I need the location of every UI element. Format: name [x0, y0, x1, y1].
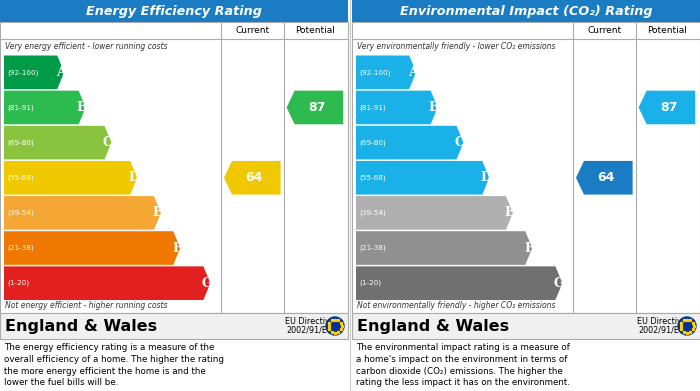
- Polygon shape: [356, 161, 489, 195]
- Polygon shape: [4, 126, 111, 160]
- Text: D: D: [480, 171, 491, 184]
- Text: (1-20): (1-20): [7, 280, 29, 287]
- Text: 87: 87: [308, 101, 326, 114]
- Text: F: F: [172, 242, 181, 255]
- Text: (92-100): (92-100): [359, 69, 391, 75]
- Text: D: D: [128, 171, 139, 184]
- Text: 87: 87: [660, 101, 678, 114]
- Text: Current: Current: [587, 26, 622, 35]
- Text: Potential: Potential: [647, 26, 687, 35]
- Text: England & Wales: England & Wales: [5, 319, 157, 334]
- Polygon shape: [4, 196, 161, 230]
- Text: (55-68): (55-68): [359, 174, 386, 181]
- Text: Not environmentally friendly - higher CO₂ emissions: Not environmentally friendly - higher CO…: [357, 301, 556, 310]
- Polygon shape: [286, 91, 343, 124]
- Text: Not energy efficient - higher running costs: Not energy efficient - higher running co…: [5, 301, 167, 310]
- Text: The environmental impact rating is a measure of
a home's impact on the environme: The environmental impact rating is a mea…: [356, 343, 570, 387]
- Text: EU Directive: EU Directive: [285, 317, 335, 326]
- Text: A: A: [408, 66, 418, 79]
- Text: E: E: [153, 206, 162, 219]
- Bar: [352, 313, 700, 339]
- Text: The energy efficiency rating is a measure of the
overall efficiency of a home. T: The energy efficiency rating is a measur…: [4, 343, 224, 387]
- Text: Energy Efficiency Rating: Energy Efficiency Rating: [86, 5, 262, 18]
- Text: (1-20): (1-20): [359, 280, 381, 287]
- Text: (81-91): (81-91): [359, 104, 386, 111]
- Text: E: E: [505, 206, 514, 219]
- Text: C: C: [103, 136, 113, 149]
- Polygon shape: [4, 91, 85, 124]
- Bar: [352, 0, 700, 22]
- Polygon shape: [4, 266, 211, 300]
- Text: 64: 64: [246, 171, 263, 184]
- Bar: [0, 313, 348, 339]
- Circle shape: [326, 317, 344, 335]
- Polygon shape: [356, 266, 562, 300]
- Text: 64: 64: [598, 171, 615, 184]
- Text: England & Wales: England & Wales: [357, 319, 509, 334]
- Text: F: F: [524, 242, 533, 255]
- Text: 2002/91/EC: 2002/91/EC: [287, 325, 333, 334]
- Text: A: A: [56, 66, 66, 79]
- Text: C: C: [455, 136, 465, 149]
- Polygon shape: [356, 56, 416, 89]
- Polygon shape: [356, 196, 513, 230]
- Polygon shape: [638, 91, 695, 124]
- Text: Environmental Impact (CO₂) Rating: Environmental Impact (CO₂) Rating: [400, 5, 652, 18]
- Text: (39-54): (39-54): [359, 210, 386, 216]
- Text: Potential: Potential: [295, 26, 335, 35]
- Bar: [0, 0, 348, 22]
- Text: Current: Current: [235, 26, 270, 35]
- Text: (55-68): (55-68): [7, 174, 34, 181]
- Text: B: B: [77, 101, 88, 114]
- Text: (39-54): (39-54): [7, 210, 34, 216]
- Text: (92-100): (92-100): [7, 69, 38, 75]
- Text: (21-38): (21-38): [359, 245, 386, 251]
- Text: (21-38): (21-38): [7, 245, 34, 251]
- Polygon shape: [4, 56, 64, 89]
- Text: (69-80): (69-80): [7, 139, 34, 146]
- Polygon shape: [356, 231, 532, 265]
- Text: (81-91): (81-91): [7, 104, 34, 111]
- Text: G: G: [554, 277, 564, 290]
- Text: EU Directive: EU Directive: [637, 317, 687, 326]
- Circle shape: [678, 317, 696, 335]
- Polygon shape: [356, 126, 463, 160]
- Polygon shape: [576, 161, 633, 195]
- Text: (69-80): (69-80): [359, 139, 386, 146]
- Polygon shape: [356, 91, 438, 124]
- Text: 2002/91/EC: 2002/91/EC: [638, 325, 685, 334]
- Text: Very energy efficient - lower running costs: Very energy efficient - lower running co…: [5, 42, 167, 51]
- Text: G: G: [202, 277, 212, 290]
- Polygon shape: [4, 231, 181, 265]
- Polygon shape: [224, 161, 281, 195]
- Text: Very environmentally friendly - lower CO₂ emissions: Very environmentally friendly - lower CO…: [357, 42, 556, 51]
- Polygon shape: [4, 161, 137, 195]
- Bar: [0, 22, 348, 313]
- Bar: [352, 22, 700, 313]
- Text: B: B: [429, 101, 440, 114]
